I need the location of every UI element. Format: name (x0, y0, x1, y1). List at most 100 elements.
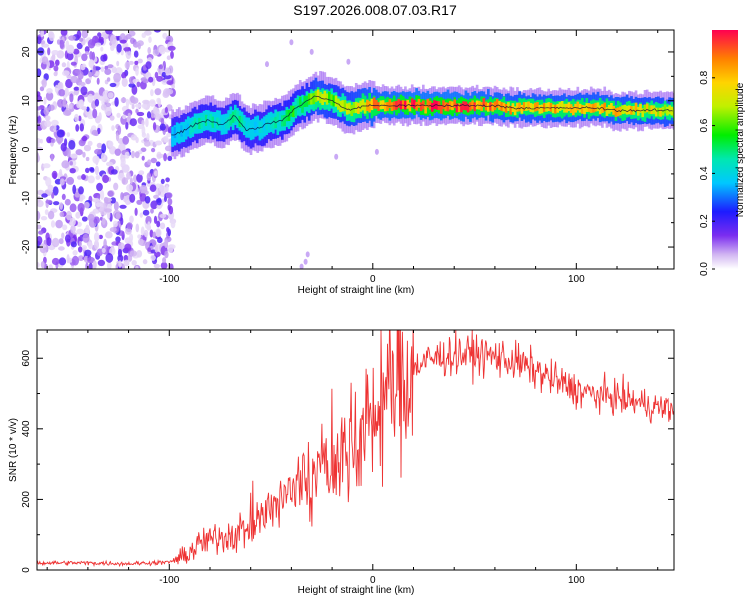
noise-blob (69, 203, 77, 213)
noise-blob (150, 89, 154, 97)
ridge-cell (619, 106, 622, 116)
noise-blob (86, 106, 90, 112)
ridge-cell (560, 101, 564, 110)
noise-blob (125, 121, 129, 130)
noise-blob (69, 161, 74, 166)
noise-blob (134, 60, 139, 65)
noise-blob (110, 44, 115, 52)
ridge-cell (648, 105, 651, 115)
noise-blob (140, 147, 147, 153)
noise-blob (100, 54, 107, 62)
noise-blob (61, 62, 67, 68)
snr-line (37, 330, 674, 568)
noise-blob (154, 71, 159, 79)
noise-blob (120, 157, 126, 167)
noise-blob (70, 241, 77, 248)
noise-blob (94, 239, 99, 250)
ridge-cell (350, 104, 354, 116)
noise-blob (76, 30, 82, 40)
ridge-cell (433, 100, 436, 109)
noise-blob (98, 112, 102, 122)
ridge-cell (375, 100, 378, 109)
noise-blob (121, 177, 129, 185)
ridge-cell (240, 116, 244, 128)
noise-blob (72, 184, 77, 195)
ridge-cell (426, 98, 430, 108)
noise-blob (113, 72, 121, 83)
noise-blob (53, 65, 59, 72)
noise-blob (145, 117, 149, 128)
noise-blob (83, 144, 92, 152)
noise-blob (93, 216, 100, 224)
ridge-cell (384, 102, 387, 112)
ridge-cell (363, 102, 367, 114)
ridge-cell (328, 91, 331, 103)
noise-blob (48, 104, 55, 111)
noise-blob (65, 78, 73, 89)
noise-blob (121, 77, 128, 87)
ridge-cell (628, 105, 631, 115)
noise-blob (41, 78, 47, 88)
ridge-cell (520, 104, 524, 114)
noise-blob (111, 66, 117, 74)
ridge-cell (173, 126, 177, 139)
ridge-cell (305, 95, 309, 107)
ridge-cell (386, 102, 389, 111)
noise-blob (92, 197, 100, 203)
ridge-cell (182, 123, 186, 135)
ridge-cell (272, 117, 275, 129)
ridge-cell (424, 104, 427, 114)
noise-blob (72, 250, 78, 256)
ridge-cell (625, 105, 629, 115)
snr-ylabel: SNR (10 * v/v) (8, 418, 19, 482)
noise-blob (56, 129, 65, 138)
ridge-cell (525, 102, 528, 111)
noise-blob (69, 153, 78, 159)
noise-blob (124, 243, 132, 252)
noise-blob (154, 140, 163, 146)
ridge-cell (581, 104, 584, 114)
noise-blob (125, 200, 130, 206)
noise-blob (103, 238, 107, 249)
noise-blob (92, 260, 97, 269)
noise-blob (88, 241, 93, 250)
ridge-cell (594, 102, 598, 112)
y-tick-label: 400 (21, 420, 32, 437)
noise-blob (69, 217, 76, 227)
ridge-cell (258, 121, 262, 133)
noise-blob (63, 109, 71, 116)
noise-blob (136, 199, 143, 205)
noise-blob (165, 177, 170, 183)
ridge-cell (410, 98, 414, 108)
snr-frame (36, 329, 675, 571)
spectrogram-xlabel: Height of straight line (km) (298, 285, 415, 296)
noise-blob (134, 103, 142, 108)
noise-blob (61, 232, 65, 239)
noise-blob (116, 112, 121, 118)
ridge-cell (247, 122, 251, 134)
noise-blob (77, 71, 84, 80)
noise-blob (160, 118, 165, 126)
noise-blob (129, 215, 134, 224)
noise-blob (135, 223, 140, 233)
noise-blob (109, 227, 117, 233)
noise-blob (64, 234, 71, 243)
noise-blob (61, 160, 70, 169)
noise-blob (106, 261, 112, 269)
noise-blob (84, 201, 90, 209)
noise-blob (37, 94, 42, 102)
noise-blob (126, 184, 134, 192)
noise-blob (71, 255, 79, 266)
noise-blob (76, 228, 84, 235)
noise-blob (165, 192, 173, 199)
noise-blob (37, 68, 42, 77)
stray-speckle (334, 153, 339, 160)
noise-blob (40, 261, 45, 269)
ridge-cell (249, 122, 253, 134)
noise-blob (37, 152, 40, 162)
x-tick-label: 0 (370, 274, 376, 285)
ridge-cell (614, 108, 618, 117)
ridge-cell (612, 106, 615, 115)
noise-blob (51, 50, 59, 55)
ridge-cell (504, 104, 508, 113)
